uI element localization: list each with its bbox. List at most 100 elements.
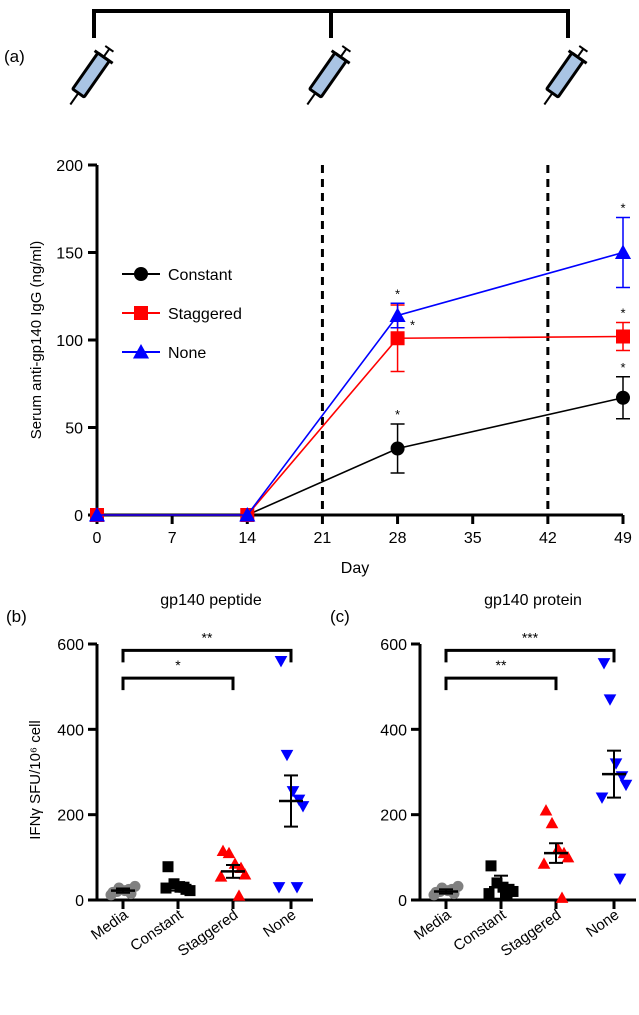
chart-c-point-none bbox=[595, 792, 609, 804]
chart-c-xtick-label: Media bbox=[411, 906, 455, 944]
chart-a-ylabel: Serum anti-gp140 IgG (ng/ml) bbox=[28, 241, 45, 439]
chart-b-point-staggered bbox=[222, 846, 236, 859]
chart-c-point-staggered bbox=[561, 851, 575, 863]
chart-a-significance: * bbox=[410, 317, 415, 332]
chart-c-ytick-label: 0 bbox=[398, 893, 407, 910]
chart-a-point-none bbox=[239, 506, 256, 522]
chart-a-ytick-label: 200 bbox=[56, 158, 83, 175]
syringe-plunger bbox=[576, 48, 585, 58]
chart-c-xtick-label: Staggered bbox=[498, 906, 564, 960]
chart-b-point-staggered bbox=[238, 868, 252, 880]
chart-a-legend-marker-staggered bbox=[134, 306, 148, 320]
chart-c-point-staggered bbox=[537, 857, 551, 869]
chart-b-significance-label: * bbox=[175, 657, 181, 673]
syringe-icon bbox=[306, 45, 352, 106]
chart-c-title: gp140 protein bbox=[484, 592, 582, 609]
chart-b-significance-label: ** bbox=[202, 629, 213, 645]
chart-a-ytick-label: 100 bbox=[56, 333, 83, 350]
chart-b-point-constant bbox=[168, 878, 180, 890]
chart-c-ytick-label: 400 bbox=[380, 722, 407, 739]
chart-c-significance-bracket bbox=[444, 648, 616, 663]
syringe-needle bbox=[543, 92, 554, 106]
chart-a-xtick-label: 0 bbox=[93, 530, 102, 547]
chart-c-significance-label: *** bbox=[522, 629, 539, 645]
syringe-icon bbox=[543, 45, 589, 106]
syringe-barrel bbox=[308, 51, 348, 99]
chart-c-point-none bbox=[609, 758, 623, 770]
chart-a-legend: Constant Staggered None bbox=[122, 267, 242, 362]
chart-c-significance-label: ** bbox=[496, 657, 507, 673]
chart-b-significance-bracket bbox=[121, 648, 293, 663]
chart-c-xtick-label: None bbox=[583, 906, 622, 940]
chart-a-xtick-label: 35 bbox=[464, 530, 482, 547]
chart-a-legend-label-constant: Constant bbox=[168, 267, 233, 284]
panel-label-a: (a) bbox=[4, 47, 25, 66]
syringe-icon bbox=[69, 45, 115, 106]
chart-b-ytick-label: 600 bbox=[57, 637, 84, 654]
chart-b-peptide: (b) gp140 peptide IFNγ SFU/10⁶ cell 0 200… bbox=[6, 592, 313, 960]
chart-c-point-staggered bbox=[539, 804, 553, 816]
chart-a-legend-marker-constant bbox=[134, 267, 148, 281]
chart-a-xtick-label: 21 bbox=[314, 530, 332, 547]
chart-b-point-none bbox=[290, 882, 304, 894]
chart-a-xlabel: Day bbox=[341, 560, 369, 577]
chart-c-point-constant bbox=[485, 860, 497, 872]
panel-label-c: (c) bbox=[330, 607, 350, 626]
chart-a-series-none: ** bbox=[88, 201, 632, 522]
chart-c-point-none bbox=[613, 873, 627, 885]
chart-b-xtick-label: Media bbox=[88, 906, 132, 944]
chart-c-protein: (c) gp140 protein 0200400600MediaConstan… bbox=[330, 592, 636, 960]
chart-a-legend-label-none: None bbox=[168, 345, 206, 362]
chart-a-legend-label-staggered: Staggered bbox=[168, 306, 242, 323]
chart-c-point-none bbox=[597, 658, 611, 670]
chart-a-significance: * bbox=[620, 201, 625, 216]
chart-b-point-staggered bbox=[214, 870, 228, 882]
chart-c-ytick-label: 600 bbox=[380, 637, 407, 654]
chart-c-ytick-label: 200 bbox=[380, 808, 407, 825]
chart-a-xtick-label: 49 bbox=[614, 530, 632, 547]
chart-a-point-constant bbox=[390, 441, 405, 456]
chart-b-ytick-label: 0 bbox=[75, 893, 84, 910]
chart-a-ytick-label: 50 bbox=[65, 421, 83, 438]
injection-timeline: (a) bbox=[4, 9, 589, 106]
chart-a-line-staggered bbox=[97, 335, 624, 516]
syringe-plunger-cap bbox=[341, 45, 352, 53]
chart-a-significance: * bbox=[395, 286, 400, 301]
chart-c-point-constant bbox=[483, 888, 495, 900]
chart-b-point-constant bbox=[162, 861, 174, 873]
syringe-flange bbox=[567, 49, 588, 65]
chart-c-point-constant bbox=[491, 877, 503, 889]
chart-a-serum-igg: Serum anti-gp140 IgG (ng/ml) Day 0 50 100 1… bbox=[28, 158, 632, 577]
chart-b-point-constant bbox=[184, 885, 196, 897]
chart-c-point-staggered bbox=[551, 842, 565, 854]
chart-b-point-staggered bbox=[232, 889, 246, 901]
chart-a-significance: * bbox=[620, 306, 625, 321]
chart-b-point-none bbox=[296, 801, 310, 813]
syringe-plunger bbox=[339, 48, 348, 58]
syringe-plunger bbox=[102, 48, 111, 58]
chart-b-xtick-label: Staggered bbox=[175, 906, 241, 960]
syringe-plunger-cap bbox=[578, 45, 589, 53]
panel-label-b: (b) bbox=[6, 607, 27, 626]
chart-a-significance: * bbox=[395, 407, 400, 422]
chart-a-point-none bbox=[88, 506, 106, 522]
chart-b-ylabel: IFNγ SFU/10⁶ cell bbox=[27, 720, 44, 840]
chart-a-line-constant bbox=[97, 396, 624, 516]
chart-a-point-staggered bbox=[390, 331, 405, 346]
chart-a-point-none bbox=[389, 307, 406, 322]
chart-a-xtick-label: 42 bbox=[539, 530, 557, 547]
chart-c-point-none bbox=[619, 779, 633, 792]
chart-a-xtick-label: 14 bbox=[238, 530, 256, 547]
chart-a-point-none bbox=[614, 244, 632, 259]
chart-a-ytick-label: 0 bbox=[74, 508, 83, 525]
chart-b-point-none bbox=[274, 656, 288, 668]
chart-b-ytick-label: 400 bbox=[57, 722, 84, 739]
chart-a-series-constant: ** bbox=[90, 360, 630, 522]
chart-c-point-staggered bbox=[545, 816, 559, 829]
chart-a-point-constant bbox=[616, 390, 630, 405]
syringe-barrel bbox=[71, 51, 111, 99]
chart-a-xtick-label: 7 bbox=[168, 530, 177, 547]
syringe-barrel bbox=[545, 51, 585, 99]
chart-b-title: gp140 peptide bbox=[160, 592, 262, 609]
